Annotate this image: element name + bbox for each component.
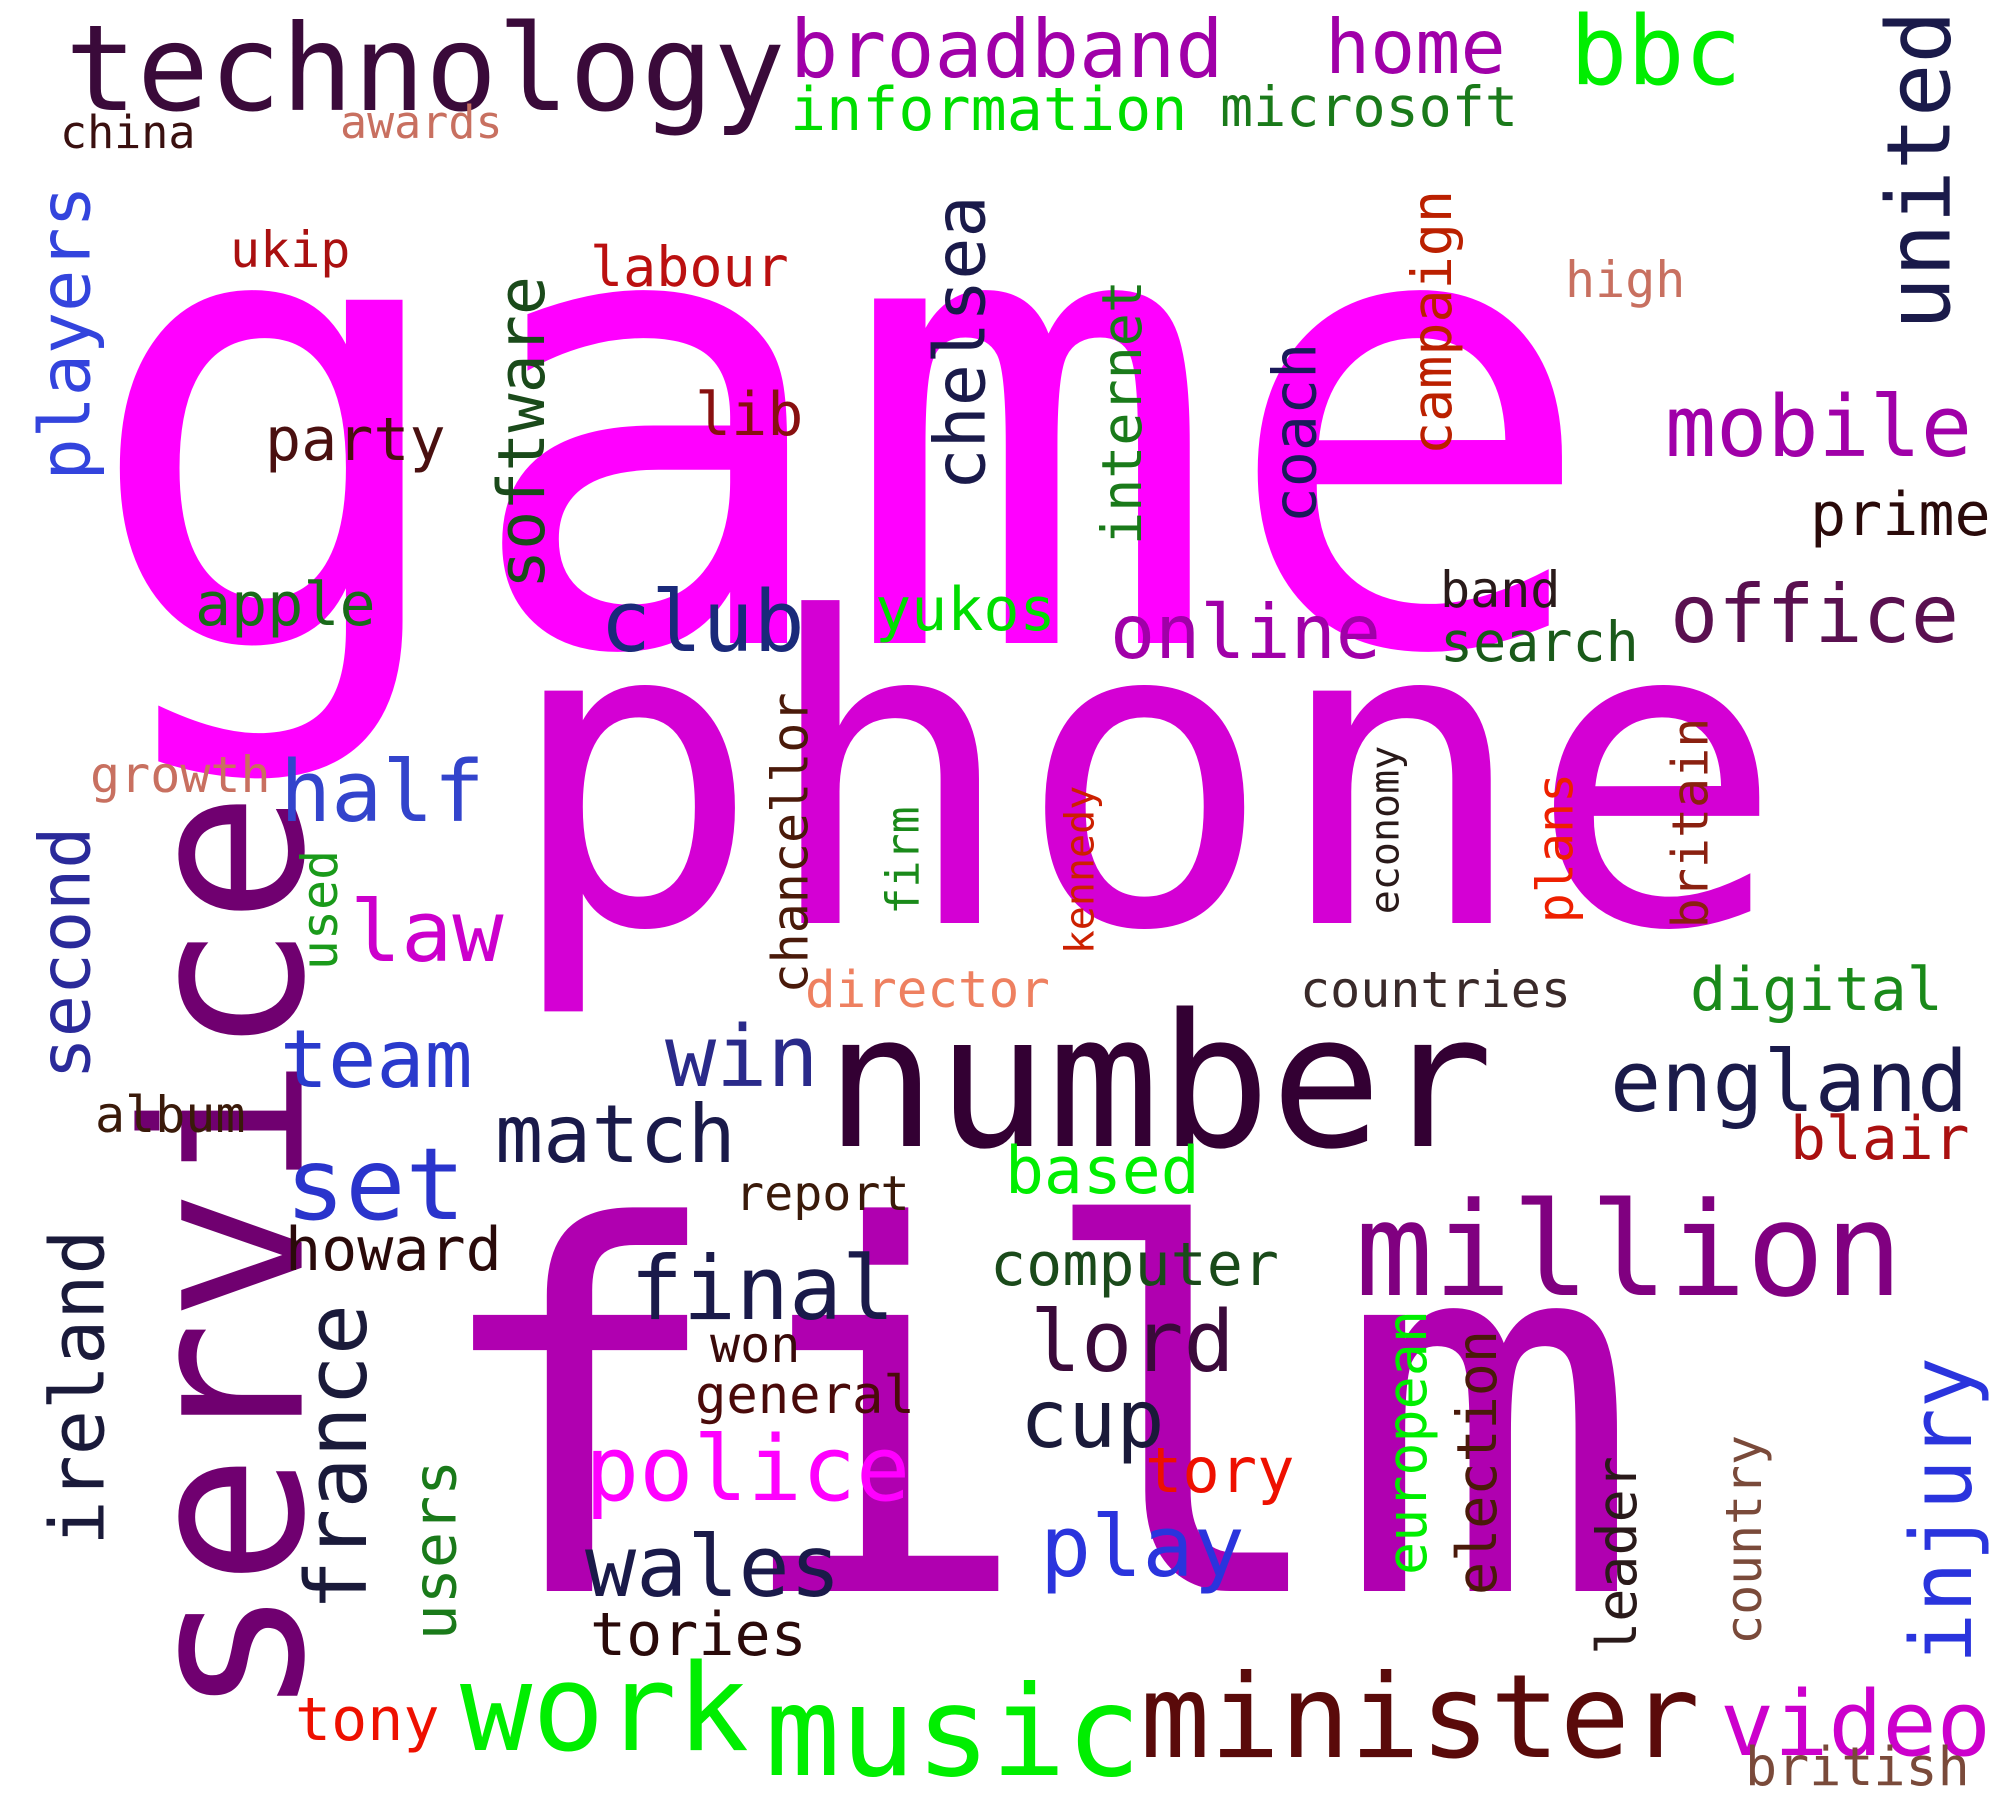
word-half: half [280,743,485,842]
word-leader: leader [1584,1455,1649,1655]
word-film: film [425,1123,1642,1711]
word-england: england [1610,1033,1969,1132]
word-wales: wales [585,1518,841,1617]
word-country: country [1714,1435,1773,1645]
word-chancellor: chancellor [761,691,820,994]
word-howard: howard [285,1215,502,1285]
word-tony: tony [295,1685,440,1755]
word-second: second [23,826,106,1079]
word-cup: cup [1020,1373,1165,1466]
word-based: based [1005,1134,1200,1209]
word-information: information [790,75,1188,145]
word-microsoft: microsoft [1220,75,1519,139]
word-coach: coach [1259,342,1330,523]
word-economy: economy [1361,745,1408,915]
word-kennedy: kennedy [1056,785,1103,955]
word-search: search [1440,610,1639,674]
word-software: software [485,275,561,590]
word-apple: apple [195,570,376,640]
word-blair: blair [1790,1105,1970,1174]
word-british: british [1745,1735,1970,1798]
word-yukos: yukos [875,575,1056,645]
word-album: album [95,1086,246,1144]
word-law: law [350,883,504,982]
word-office: office [1670,568,1959,661]
word-digital: digital [1690,955,1943,1025]
word-phone: phone [505,530,1785,1024]
word-million: million [1355,1174,1903,1326]
word-britain: britain [1660,717,1719,928]
word-internet: internet [1089,280,1154,545]
word-awards: awards [340,96,503,149]
word-computer: computer [990,1230,1279,1300]
word-ireland: ireland [33,1229,122,1546]
word-technology: technology [65,0,786,139]
word-general: general [695,1366,915,1426]
word-party: party [265,405,446,475]
word-france: france [288,1303,388,1612]
word-music: music [765,1660,1142,1800]
word-plans: plans [1525,772,1584,923]
word-firm: firm [876,805,930,915]
word-director: director [805,960,1050,1019]
word-team: team [280,1013,473,1106]
word-injury: injury [1893,1356,1993,1664]
word-report: report [735,1166,910,1222]
word-players: players [24,184,107,481]
word-online: online [1110,588,1381,676]
word-set: set [285,1126,466,1243]
word-labour: labour [590,235,789,299]
word-tories: tories [590,1600,807,1670]
word-campaign: campaign [1399,190,1464,455]
word-minister: minister [1140,1650,1700,1785]
word-countries: countries [1300,961,1571,1019]
word-video: video [1720,1672,1991,1777]
word-china: china [60,106,196,159]
word-united: united [1867,9,1971,330]
word-game: game [82,58,1600,792]
word-number: number [825,974,1494,1190]
word-match: match [495,1088,736,1181]
word-growth: growth [90,746,271,804]
word-chelsea: chelsea [919,194,1002,491]
word-tory: tory [1145,1434,1295,1507]
word-ukip: ukip [230,221,351,279]
word-election: election [1444,1330,1509,1595]
word-high: high [1565,251,1686,309]
word-european: european [1374,1310,1439,1575]
word-work: work [460,1640,749,1779]
word-mobile: mobile [1665,378,1973,477]
word-club: club [600,573,805,672]
word-lib: lib [695,380,804,450]
word-prime: prime [1810,480,1991,550]
word-lord: lord [1030,1293,1235,1392]
word-users: users [399,1459,470,1641]
word-used: used [291,849,350,971]
word-win: win [665,1008,819,1107]
word-play: play [1040,1498,1245,1597]
word-home: home [1325,3,1506,91]
word-bbc: bbc [1570,0,1742,107]
word-band: band [1440,561,1561,619]
word-won: won [710,1316,801,1374]
word-broadband: broadband [790,3,1224,96]
word-police: police [585,1417,911,1522]
word-final: final [630,1237,895,1340]
